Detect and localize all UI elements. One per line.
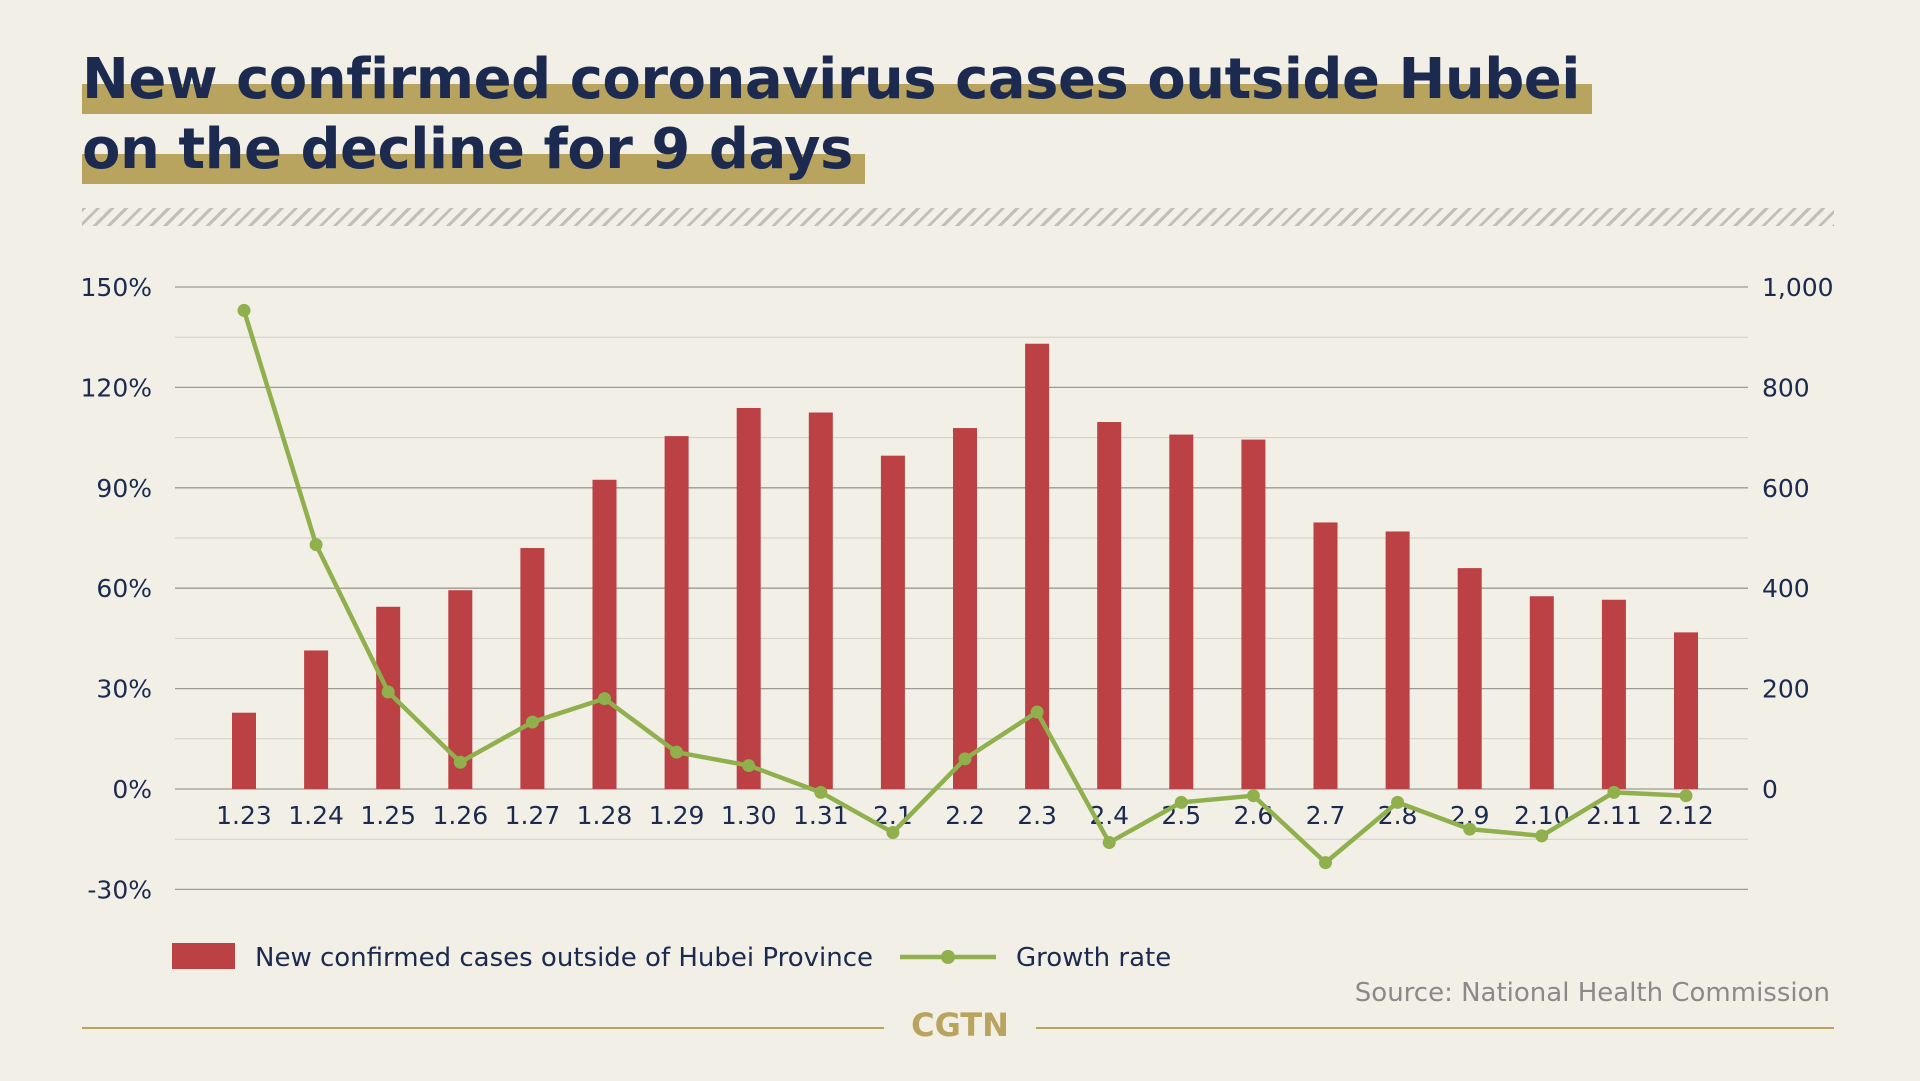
growth-rate-point — [309, 538, 323, 552]
cgtn-logo: CGTN — [911, 1006, 1009, 1044]
bar — [1385, 531, 1410, 789]
growth-rate-point — [1679, 789, 1693, 803]
legend-line-label: Growth rate — [1016, 943, 1171, 973]
x-axis-tick-label: 1.29 — [649, 801, 705, 830]
x-axis-tick-label: 1.25 — [360, 801, 416, 830]
growth-rate-point — [1030, 705, 1044, 719]
left-axis-tick-label: 150% — [81, 273, 152, 302]
growth-rate-point — [1246, 789, 1260, 803]
left-axis-tick-label: -30% — [87, 875, 152, 904]
chart-title-line-2: on the decline for 9 days — [82, 116, 865, 184]
x-axis-tick-label: 1.28 — [577, 801, 633, 830]
right-axis-tick-label: 200 — [1762, 675, 1810, 704]
chart-title-text-1: New confirmed coronavirus cases outside … — [82, 47, 1580, 112]
growth-rate-point — [886, 826, 900, 840]
growth-rate-point — [1319, 856, 1332, 870]
right-axis-tick-label: 400 — [1762, 574, 1810, 603]
bar — [232, 712, 256, 789]
growth-rate-point — [670, 745, 684, 759]
x-axis-tick-label: 2.7 — [1306, 801, 1346, 830]
bar — [1674, 632, 1698, 789]
left-axis-tick-label: 30% — [96, 675, 152, 704]
x-axis-tick-label: 1.30 — [721, 801, 777, 830]
growth-rate-point — [237, 303, 251, 317]
chart-title-line-1: New confirmed coronavirus cases outside … — [82, 46, 1592, 114]
right-axis-tick-label: 800 — [1762, 373, 1810, 402]
chart-title-text-2: on the decline for 9 days — [82, 117, 853, 182]
left-axis-tick-label: 60% — [96, 574, 152, 603]
growth-rate-point — [381, 685, 395, 699]
bar — [953, 428, 977, 789]
bar — [880, 455, 905, 789]
bar — [664, 436, 689, 789]
legend-bar-label: New confirmed cases outside of Hubei Pro… — [255, 943, 873, 973]
right-axis-tick-label: 0 — [1762, 775, 1778, 804]
bar — [1097, 422, 1122, 789]
bar — [1241, 439, 1266, 789]
x-axis-tick-label: 1.27 — [505, 801, 561, 830]
footer-rule-left — [82, 1027, 884, 1029]
bar — [1169, 434, 1194, 789]
bar — [736, 407, 761, 789]
right-axis-tick-label: 1,000 — [1762, 273, 1834, 302]
bar — [304, 650, 329, 789]
bar — [592, 479, 617, 789]
footer-rule-right — [1036, 1027, 1834, 1029]
x-axis-tick-label: 2.12 — [1658, 801, 1714, 830]
bar — [1601, 599, 1626, 789]
legend-bar-swatch — [172, 943, 235, 969]
bar — [1529, 596, 1554, 789]
x-axis-tick-label: 2.3 — [1017, 801, 1057, 830]
source-note: Source: National Health Commission — [1354, 978, 1830, 1008]
growth-rate-point — [1607, 785, 1621, 799]
right-axis-tick-label: 600 — [1762, 474, 1810, 503]
growth-rate-point — [814, 785, 828, 799]
x-axis-tick-label: 1.23 — [216, 801, 272, 830]
legend-line-marker — [941, 950, 955, 964]
growth-rate-point — [1174, 795, 1188, 809]
x-axis-tick-label: 1.24 — [288, 801, 344, 830]
growth-rate-point — [1391, 795, 1405, 809]
growth-rate-point — [1535, 829, 1549, 843]
x-axis-tick-label: 2.6 — [1234, 801, 1274, 830]
bar — [520, 548, 545, 789]
growth-rate-point — [742, 759, 756, 773]
x-axis-tick-label: 1.31 — [793, 801, 849, 830]
left-axis-tick-label: 120% — [81, 373, 152, 402]
left-axis-tick-label: 0% — [112, 775, 152, 804]
growth-rate-point — [453, 755, 467, 769]
growth-rate-point — [1463, 822, 1477, 836]
hatch-divider — [82, 208, 1834, 226]
bar — [1313, 522, 1338, 789]
growth-rate-point — [598, 692, 611, 706]
bar — [1025, 343, 1050, 789]
bar — [1457, 568, 1482, 789]
growth-rate-point — [525, 715, 539, 729]
growth-rate-point — [1102, 836, 1116, 850]
growth-rate-point — [958, 752, 972, 766]
left-axis-tick-label: 90% — [96, 474, 152, 503]
x-axis-tick-label: 2.2 — [945, 801, 985, 830]
x-axis-tick-label: 1.26 — [432, 801, 488, 830]
bar — [808, 412, 833, 789]
